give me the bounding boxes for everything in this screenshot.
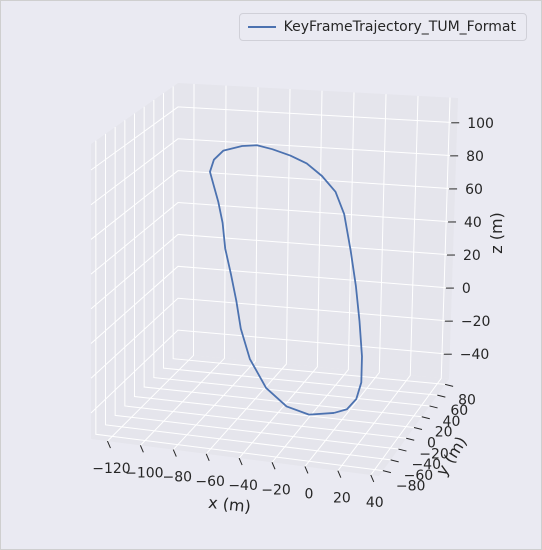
y-tick-mark <box>382 470 392 474</box>
y-tick-label: 40 <box>443 414 461 430</box>
x-tick-label: −120 <box>92 461 130 477</box>
trajectory-layer <box>209 144 363 416</box>
grid-line-x <box>271 92 355 463</box>
grid-line-x <box>238 90 323 459</box>
grid-line-x <box>172 87 259 450</box>
y-tick-label: 0 <box>427 436 436 452</box>
grid-line-x <box>337 95 419 472</box>
grid-line-z <box>90 170 456 240</box>
x-tick-mark <box>238 457 243 466</box>
grid-line-y <box>114 127 399 450</box>
grid-line-x <box>107 83 195 442</box>
grid-line-z <box>90 297 451 379</box>
grid-line-z <box>90 265 452 344</box>
back-pane <box>178 83 458 379</box>
grid-line-y <box>153 99 430 407</box>
y-tick-mark <box>437 394 446 398</box>
x-tick-mark <box>139 445 144 453</box>
z-tick-label: −40 <box>460 347 490 363</box>
x-tick-mark <box>337 470 342 478</box>
tick-labels: −120−100−80 −60 −40 −20 0 20 40−80−60−40−20020… <box>92 116 494 511</box>
z-axis-label: z (m) <box>487 212 506 254</box>
x-tick-label: −20 <box>261 482 291 498</box>
x-tick-mark <box>271 462 276 470</box>
grid-line-y <box>95 140 383 472</box>
x-tick-mark <box>370 474 375 483</box>
x-tick-label: −60 <box>195 474 225 490</box>
y-tick-mark <box>413 427 423 430</box>
z-tick-label: 40 <box>464 215 482 231</box>
y-tick-mark <box>444 383 454 387</box>
grid-line-y <box>143 106 422 418</box>
grid-line-y <box>172 86 446 385</box>
x-tick-mark <box>304 466 309 474</box>
x-tick-label: −40 <box>228 478 258 494</box>
grid-line-x <box>370 97 451 476</box>
grid-line-y <box>105 133 391 461</box>
y-tick-label: 60 <box>450 403 468 419</box>
grid-line-x <box>205 88 291 455</box>
x-tick-mark <box>106 440 111 449</box>
y-tick-mark <box>390 459 399 463</box>
grid-line-x <box>140 85 227 446</box>
floor-pane <box>91 354 449 476</box>
grid-line-y <box>134 113 415 428</box>
x-tick-mark <box>172 449 177 457</box>
axes-panes <box>91 83 458 476</box>
grid-line-z <box>90 329 450 414</box>
z-tick-label: 0 <box>462 281 471 297</box>
z-tick-label: 100 <box>467 116 494 132</box>
y-tick-label: 80 <box>458 392 476 408</box>
x-tick-label: 40 <box>366 495 384 511</box>
y-tick-label: −40 <box>411 457 441 473</box>
x-tick-label: −100 <box>125 465 163 481</box>
legend-entry-label: KeyFrameTrajectory_TUM_Format <box>283 19 516 35</box>
x-tick-label: −80 <box>163 470 193 486</box>
y-tick-label: −80 <box>396 479 426 495</box>
trajectory-line <box>209 144 363 416</box>
y-tick-label: −60 <box>404 468 434 484</box>
grid-line-z <box>90 106 458 171</box>
z-tick-label: −20 <box>461 314 491 330</box>
z-tick-label: 60 <box>465 182 483 198</box>
x-axis-label: x (m) <box>207 493 251 516</box>
grid-lines <box>90 83 458 476</box>
x-tick-label: 20 <box>333 491 351 507</box>
grid-line-z <box>90 233 454 310</box>
y-tick-label: 20 <box>435 425 453 441</box>
legend: KeyFrameTrajectory_TUM_Format <box>238 13 527 41</box>
z-tick-label: 80 <box>466 149 484 165</box>
x-tick-label: 0 <box>304 486 313 502</box>
grid-line-z <box>90 202 455 275</box>
grid-line-y <box>163 93 438 396</box>
grid-line-y <box>124 120 407 439</box>
x-tick-mark <box>205 453 210 461</box>
legend-line-swatch <box>247 26 276 28</box>
z-tick-label: 20 <box>463 248 481 264</box>
grid-line-z <box>90 138 457 206</box>
y-tick-mark <box>398 448 407 452</box>
y-tick-label: −20 <box>419 446 449 462</box>
y-tick-mark <box>429 405 438 409</box>
y-tick-mark <box>421 416 430 420</box>
y-tick-mark <box>406 437 415 441</box>
grid-line-x <box>304 94 387 467</box>
